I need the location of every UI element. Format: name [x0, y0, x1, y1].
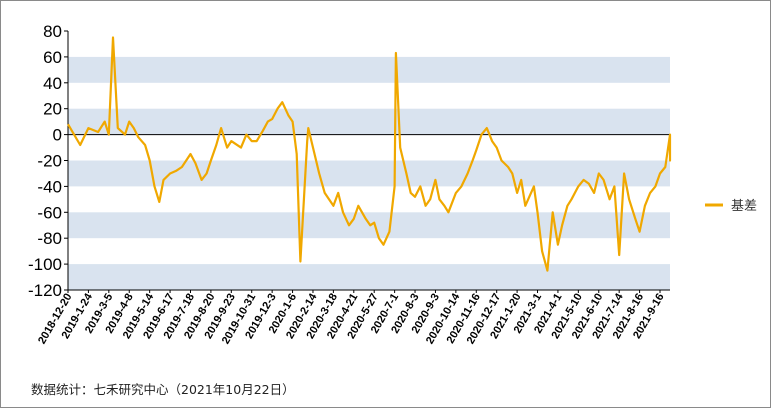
- background-band: [68, 160, 670, 187]
- background-bands: [68, 56, 670, 290]
- series-line: [67, 36, 672, 272]
- y-tick-label: 40: [43, 74, 62, 93]
- y-tick-label: -120: [28, 281, 62, 300]
- series-group: [67, 36, 672, 272]
- legend: 基差: [705, 199, 757, 214]
- y-tick-label: 20: [43, 100, 62, 119]
- legend-label: 基差: [731, 199, 757, 214]
- source-note: 数据统计：七禾研究中心（2021年10月22日）: [31, 382, 295, 397]
- y-tick-label: -100: [28, 255, 62, 274]
- y-tick-label: -20: [37, 152, 62, 171]
- y-tick-label: -80: [37, 229, 62, 248]
- y-tick-label: -60: [37, 203, 62, 222]
- background-band: [68, 108, 670, 135]
- y-tick-label: -40: [37, 177, 62, 196]
- background-band: [68, 56, 670, 83]
- y-tick-label: 80: [43, 22, 62, 41]
- background-band: [68, 264, 670, 290]
- y-tick-label: 60: [43, 48, 62, 67]
- y-tick-label: 0: [53, 126, 62, 145]
- x-axis: 2018-12-202019-1-242019-3-52019-4-82019-…: [36, 289, 670, 346]
- y-axis: 80 60 40 20 0 -20 -40 -60 -80 -100 -120: [28, 22, 69, 300]
